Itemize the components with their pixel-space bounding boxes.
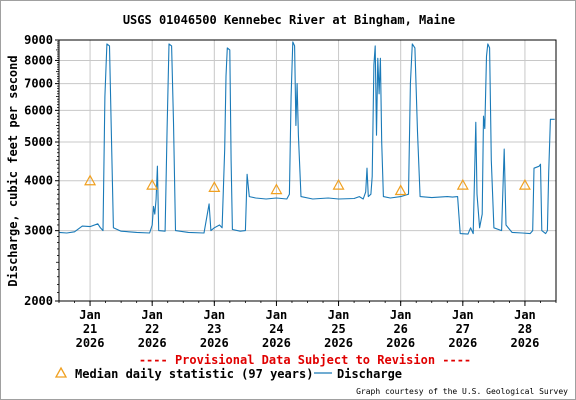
x-tick-day: 22 [145, 322, 159, 336]
median-marker [146, 178, 159, 190]
x-tick-month: Jan [203, 308, 225, 322]
legend-median-label: Median daily statistic (97 years) [75, 367, 313, 381]
legend-median-symbol [54, 366, 68, 378]
x-tick-year: 2026 [138, 336, 167, 350]
y-tick-label: 9000 [24, 33, 53, 47]
x-tick-day: 25 [331, 322, 345, 336]
x-tick-month: Jan [390, 308, 412, 322]
x-tick-day: 23 [207, 322, 221, 336]
x-tick-month: Jan [328, 308, 350, 322]
y-tick-label: 2000 [24, 294, 53, 308]
x-tick-day: 24 [269, 322, 283, 336]
x-tick-year: 2026 [262, 336, 291, 350]
x-tick-month: Jan [452, 308, 474, 322]
x-tick-year: 2026 [386, 336, 415, 350]
grid-lines [59, 39, 556, 302]
x-tick-day: 26 [393, 322, 407, 336]
y-tick-label: 4000 [24, 174, 53, 188]
legend-discharge-label: Discharge [337, 367, 402, 381]
credit-text: Graph courtesy of the U.S. Geological Su… [356, 387, 568, 396]
median-marker [518, 178, 531, 190]
x-tick-day: 21 [83, 322, 97, 336]
x-tick-day: 28 [518, 322, 532, 336]
x-tick-year: 2026 [510, 336, 539, 350]
y-tick-label: 7000 [24, 77, 53, 91]
x-tick-month: Jan [514, 308, 536, 322]
median-marker [270, 183, 283, 195]
median-marker [394, 184, 407, 196]
x-axis-ticks: Jan212026Jan222026Jan232026Jan242026Jan2… [58, 301, 557, 350]
x-tick-year: 2026 [76, 336, 105, 350]
median-marker [332, 178, 345, 190]
median-series [84, 174, 531, 196]
chart-title: USGS 01046500 Kennebec River at Bingham,… [123, 13, 455, 27]
y-tick-label: 8000 [24, 53, 53, 67]
y-tick-label: 3000 [24, 224, 53, 238]
provisional-note: ---- Provisional Data Subject to Revisio… [139, 353, 471, 367]
y-tick-label: 6000 [24, 103, 53, 117]
y-axis-ticks: 2000 3000 4000 5000 6000 7000 8000 9000 [24, 33, 59, 308]
x-tick-month: Jan [266, 308, 288, 322]
x-tick-year: 2026 [448, 336, 477, 350]
plot-area-border [58, 39, 557, 302]
x-tick-month: Jan [141, 308, 163, 322]
x-tick-year: 2026 [200, 336, 229, 350]
discharge-series [58, 41, 555, 235]
median-marker [456, 178, 469, 190]
y-tick-label: 5000 [24, 135, 53, 149]
discharge-line [58, 41, 555, 235]
median-marker [208, 181, 221, 192]
median-marker [84, 174, 97, 186]
y-axis-label: Discharge, cubic feet per second [6, 55, 20, 286]
x-tick-month: Jan [79, 308, 101, 322]
legend: Median daily statistic (97 years) Discha… [54, 366, 402, 381]
x-tick-day: 27 [456, 322, 470, 336]
x-tick-year: 2026 [324, 336, 353, 350]
